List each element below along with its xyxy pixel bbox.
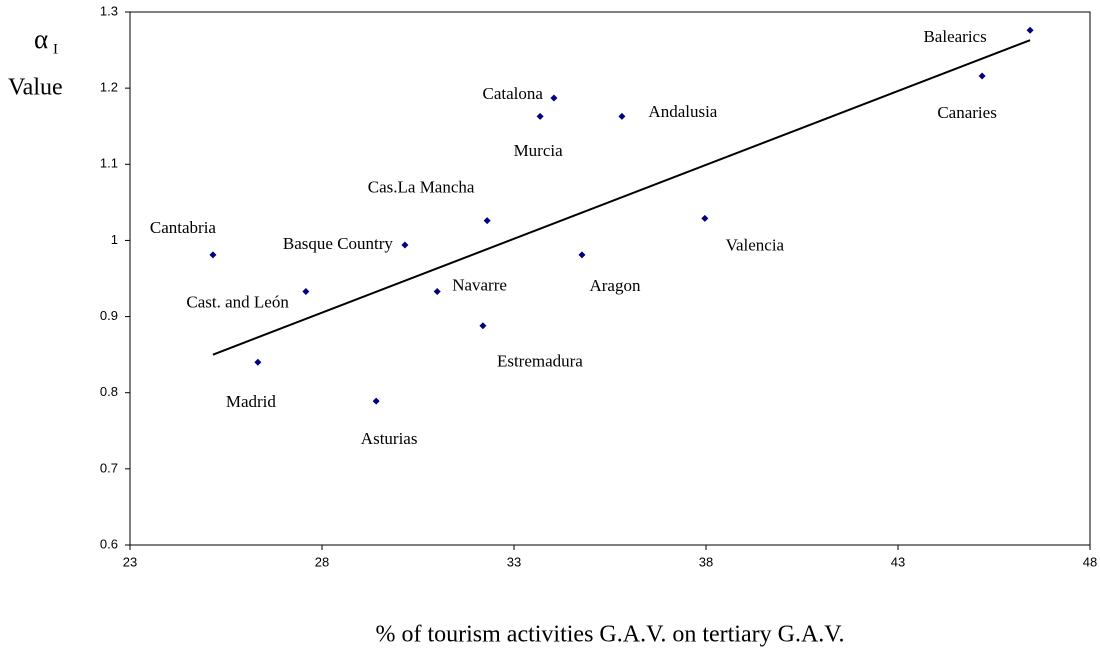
point — [433, 287, 441, 295]
point — [701, 214, 709, 222]
point-label: Estremadura — [497, 352, 583, 371]
point — [302, 287, 310, 295]
x-tick-label: 33 — [507, 554, 521, 569]
point — [209, 251, 217, 259]
point — [978, 72, 986, 80]
point-label: Basque Country — [283, 234, 394, 253]
x-label: % of tourism activities G.A.V. on tertia… — [375, 622, 844, 648]
point — [536, 112, 544, 120]
point — [550, 94, 558, 102]
y-tick-label: 0.9 — [100, 308, 118, 323]
y-tick-label: 0.7 — [100, 460, 118, 475]
point-label: Cas.La Mancha — [368, 178, 475, 197]
point — [479, 322, 487, 330]
x-tick-label: 28 — [315, 554, 329, 569]
point — [1026, 26, 1034, 34]
point-label: Aragon — [589, 276, 640, 295]
point-label: Cast. and León — [186, 292, 289, 311]
y-tick-label: 0.6 — [100, 536, 118, 551]
point-label: Asturias — [361, 429, 418, 448]
point-label: Catalona — [483, 84, 544, 103]
x-tick-label: 43 — [891, 554, 905, 569]
y-tick-label: 0.8 — [100, 384, 118, 399]
point-label: Cantabria — [150, 218, 217, 237]
trend-line — [212, 39, 1031, 356]
point-label: Andalusia — [648, 102, 717, 121]
point — [578, 251, 586, 259]
point-label: Murcia — [514, 141, 564, 160]
point-label: Madrid — [226, 392, 277, 411]
plot-area — [129, 11, 1091, 546]
point — [254, 358, 262, 366]
point-label: Navarre — [452, 275, 507, 294]
y-label: Value — [8, 75, 63, 101]
y-label-symbol: α — [34, 24, 48, 54]
point-label: Balearics — [923, 27, 986, 46]
x-tick-label: 38 — [699, 554, 713, 569]
point — [483, 217, 491, 225]
point-label: Canaries — [937, 103, 996, 122]
y-tick-label: 1 — [111, 232, 118, 247]
y-label-subscript: I — [53, 41, 58, 57]
point — [401, 241, 409, 249]
y-tick-label: 1.2 — [100, 80, 118, 95]
point — [618, 112, 626, 120]
y-tick-label: 1.1 — [100, 156, 118, 171]
point-label: Valencia — [726, 235, 785, 254]
point — [372, 397, 380, 405]
x-tick-label: 23 — [123, 554, 137, 569]
x-tick-label: 48 — [1083, 554, 1097, 569]
y-tick-label: 1.3 — [100, 3, 118, 18]
